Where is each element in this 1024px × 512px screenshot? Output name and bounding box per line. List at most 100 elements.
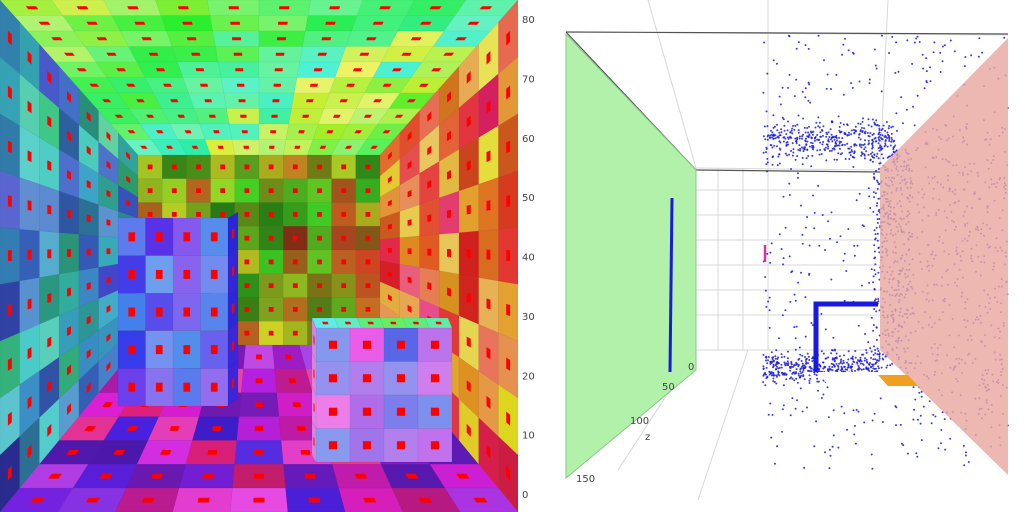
z-tick-label: 100 bbox=[630, 416, 649, 427]
point bbox=[1003, 36, 1006, 39]
red-marker bbox=[379, 6, 391, 10]
point bbox=[916, 94, 919, 97]
red-marker bbox=[7, 411, 12, 426]
point bbox=[920, 395, 923, 398]
point bbox=[828, 448, 831, 451]
red-marker bbox=[363, 497, 377, 503]
point bbox=[767, 300, 770, 303]
point bbox=[970, 54, 973, 57]
point bbox=[797, 41, 800, 44]
red-marker bbox=[365, 259, 371, 265]
point bbox=[860, 146, 863, 149]
point bbox=[802, 117, 805, 120]
point bbox=[784, 226, 787, 229]
red-marker bbox=[183, 269, 191, 279]
point bbox=[872, 324, 875, 326]
point bbox=[801, 90, 804, 93]
red-marker bbox=[387, 248, 392, 253]
point bbox=[856, 244, 859, 247]
point bbox=[873, 412, 876, 415]
point bbox=[828, 365, 831, 368]
point bbox=[766, 161, 769, 164]
point bbox=[817, 125, 820, 128]
red-marker bbox=[47, 115, 52, 128]
red-marker bbox=[48, 473, 62, 479]
red-marker bbox=[292, 307, 298, 312]
red-marker bbox=[220, 164, 226, 170]
red-marker bbox=[196, 212, 201, 217]
point bbox=[813, 445, 816, 448]
point bbox=[772, 365, 775, 368]
point bbox=[810, 165, 813, 168]
red-marker bbox=[365, 235, 371, 241]
point bbox=[816, 134, 819, 136]
point bbox=[771, 163, 774, 166]
red-marker bbox=[207, 450, 218, 455]
red-marker bbox=[466, 336, 471, 348]
point bbox=[779, 134, 782, 137]
point bbox=[833, 360, 836, 363]
point bbox=[880, 148, 883, 151]
point bbox=[817, 389, 819, 392]
point bbox=[842, 93, 845, 96]
red-marker bbox=[220, 212, 226, 217]
point bbox=[817, 380, 820, 383]
point bbox=[879, 162, 882, 165]
point bbox=[832, 336, 835, 339]
point bbox=[768, 370, 771, 373]
point bbox=[858, 80, 861, 83]
red-marker bbox=[140, 145, 148, 149]
point bbox=[802, 150, 805, 153]
y-tick-label: 70 bbox=[522, 74, 535, 85]
point bbox=[796, 381, 799, 384]
point bbox=[877, 142, 880, 145]
red-marker bbox=[420, 21, 432, 25]
point bbox=[769, 144, 772, 146]
point bbox=[918, 391, 921, 394]
red-marker bbox=[373, 99, 382, 103]
red-marker bbox=[447, 170, 451, 180]
point bbox=[875, 370, 878, 373]
red-marker bbox=[244, 283, 250, 288]
red-marker bbox=[86, 180, 91, 189]
point bbox=[764, 138, 767, 141]
red-marker bbox=[292, 188, 298, 193]
point bbox=[859, 129, 862, 132]
red-marker bbox=[294, 145, 301, 149]
point bbox=[839, 153, 842, 156]
point bbox=[873, 299, 876, 302]
point bbox=[964, 56, 967, 58]
point bbox=[863, 359, 866, 362]
red-marker bbox=[284, 354, 292, 360]
red-marker bbox=[447, 91, 451, 103]
point bbox=[803, 466, 806, 469]
point bbox=[874, 349, 877, 351]
point bbox=[884, 139, 887, 142]
point bbox=[882, 124, 885, 127]
y-tick-label: 80 bbox=[522, 15, 535, 26]
point bbox=[941, 411, 944, 414]
point bbox=[872, 353, 875, 356]
point bbox=[801, 362, 804, 365]
point bbox=[840, 358, 843, 361]
red-marker bbox=[183, 345, 191, 355]
red-marker bbox=[244, 330, 250, 336]
red-marker bbox=[407, 248, 412, 255]
point bbox=[838, 147, 841, 150]
point bbox=[768, 309, 771, 312]
point bbox=[767, 134, 770, 137]
point bbox=[796, 399, 798, 402]
point bbox=[851, 86, 854, 89]
point bbox=[821, 214, 824, 216]
point bbox=[844, 368, 847, 371]
red-marker bbox=[27, 50, 32, 65]
point bbox=[876, 218, 879, 221]
point bbox=[873, 48, 876, 51]
red-marker bbox=[407, 189, 412, 198]
red-marker bbox=[99, 473, 113, 479]
point bbox=[810, 367, 812, 370]
red-marker bbox=[325, 21, 336, 25]
point bbox=[795, 140, 798, 143]
point bbox=[881, 138, 884, 141]
point bbox=[877, 157, 880, 160]
